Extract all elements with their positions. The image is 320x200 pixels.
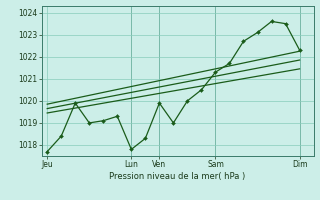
X-axis label: Pression niveau de la mer( hPa ): Pression niveau de la mer( hPa ) xyxy=(109,172,246,181)
